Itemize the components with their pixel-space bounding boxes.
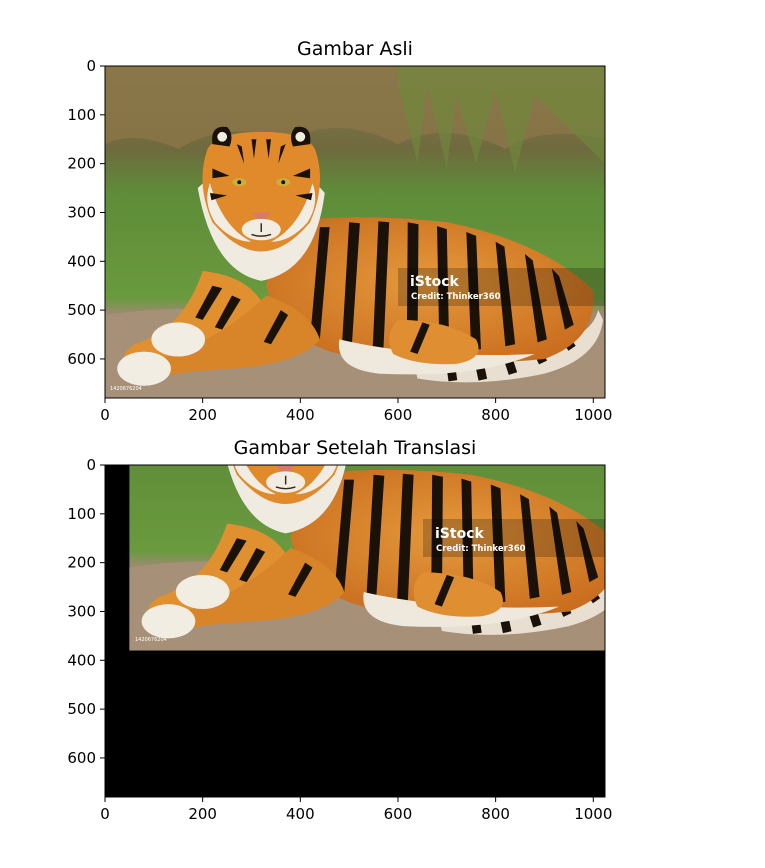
x-tick-label: 1000 [574, 805, 612, 823]
x-tick-label: 0 [100, 805, 110, 823]
watermark: iStock Credit: Thinker360 1420676204 [110, 268, 605, 392]
y-tick-label: 500 [67, 700, 96, 718]
x-tick-label: 0 [100, 406, 110, 424]
y-tick-label: 100 [67, 106, 96, 124]
watermark-id: 1420676204 [110, 386, 142, 392]
y-tick-label: 500 [67, 301, 96, 319]
x-tick-label: 600 [384, 406, 413, 424]
y-tick-label: 200 [67, 155, 96, 173]
axes-original: Gambar Asli iStock Credit: Thinker360 14… [67, 38, 612, 424]
axis-ticks: 0 200 400 600 800 1000 0 100 200 300 400 500 600 [67, 456, 612, 823]
image-original: iStock Credit: Thinker360 1420676204 [105, 66, 605, 398]
watermark-brand: iStock [410, 274, 459, 290]
tiger-scene [105, 66, 605, 398]
tiger-image [105, 66, 605, 398]
chart-title: Gambar Setelah Translasi [234, 437, 477, 459]
watermark-brand: iStock [435, 526, 484, 542]
axis-ticks: 0 200 400 600 800 1000 0 100 200 300 400 500 600 [67, 57, 612, 424]
watermark-id: 1420676204 [135, 637, 167, 643]
x-tick-label: 800 [481, 805, 510, 823]
x-tick-label: 800 [481, 406, 510, 424]
x-tick-label: 400 [286, 406, 315, 424]
x-tick-label: 600 [384, 805, 413, 823]
watermark: iStock Credit: Thinker360 1420676204 [135, 519, 605, 643]
y-tick-label: 0 [86, 456, 96, 474]
y-tick-label: 600 [67, 749, 96, 767]
y-tick-label: 400 [67, 651, 96, 669]
y-tick-label: 100 [67, 505, 96, 523]
x-tick-label: 400 [286, 805, 315, 823]
y-tick-label: 0 [86, 57, 96, 75]
watermark-credit: Credit: Thinker360 [436, 544, 526, 554]
y-tick-label: 600 [67, 350, 96, 368]
y-tick-label: 300 [67, 203, 96, 221]
y-tick-label: 300 [67, 602, 96, 620]
y-tick-label: 200 [67, 554, 96, 572]
x-tick-label: 1000 [574, 406, 612, 424]
x-tick-label: 200 [188, 805, 217, 823]
chart-title: Gambar Asli [297, 38, 413, 60]
watermark-credit: Credit: Thinker360 [411, 292, 501, 302]
axes-translated: Gambar Setelah Translasi iStock Credit: … [67, 437, 612, 823]
x-tick-label: 200 [188, 406, 217, 424]
image-translated: iStock Credit: Thinker360 1420676204 [105, 465, 605, 797]
y-tick-label: 400 [67, 252, 96, 270]
